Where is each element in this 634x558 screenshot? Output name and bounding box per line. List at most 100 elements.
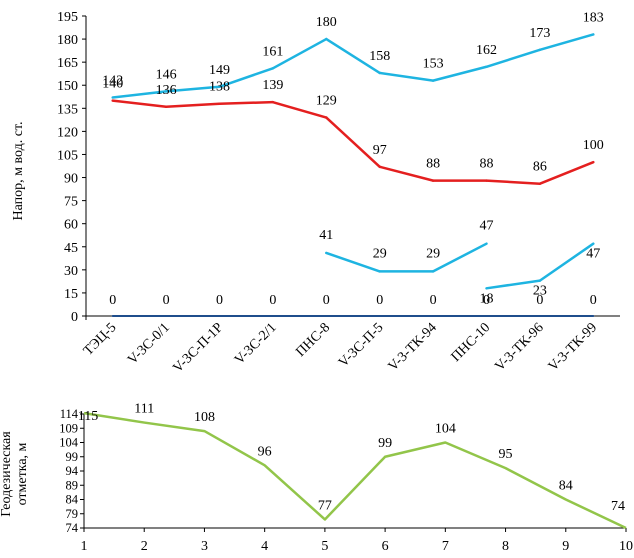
top-y-tick-label: 150 [57,79,78,94]
top-data-label: 129 [316,94,337,109]
top-y-tick-label: 15 [64,287,78,302]
top-data-label: 0 [536,293,543,308]
bottom-y-tick-label: 84 [66,493,79,507]
top-x-tick-label: V-3-ТК-99 [546,320,600,374]
top-series-0-segment [431,65,488,82]
top-x-tick-label: V-3С-0/1 [125,320,173,368]
bottom-x-tick-label: 3 [201,539,208,554]
top-data-label: 140 [102,77,123,92]
top-series-3-segment [485,279,542,290]
bottom-data-label: 96 [258,444,272,459]
top-y-tick-label: 120 [57,125,78,140]
top-data-label: 97 [373,143,387,158]
bottom-data-label: 111 [134,402,154,417]
top-series-1-segment [271,100,328,119]
bottom-data-label: 95 [499,447,513,462]
top-x-tick-label: V-3С-2/1 [232,320,280,368]
bottom-y-tick-label: 79 [66,507,79,521]
top-data-label: 162 [476,43,497,58]
top-y-tick-label: 45 [64,241,78,256]
top-y-tick-label: 195 [57,10,78,25]
bottom-y-tick-label: 99 [66,450,79,464]
top-data-label: 138 [209,80,230,95]
bottom-x-tick-label: 8 [502,539,509,554]
top-y-tick-label: 60 [64,218,78,233]
top-data-label: 0 [163,293,170,308]
top-data-label: 100 [583,138,604,153]
top-y-tick-label: 180 [57,33,78,48]
bottom-y-tick-label: 104 [59,436,79,450]
top-data-label: 29 [426,246,440,261]
top-x-tick-label: V-3С-П-5 [336,320,386,370]
top-series-1-segment [485,179,542,185]
top-data-label: 161 [262,44,283,59]
top-y-tick-label: 75 [64,195,78,210]
top-y-tick-label: 90 [64,172,78,187]
top-y-tick-label: 30 [64,264,78,279]
top-data-label: 139 [262,78,283,93]
bottom-chart-y-axis-label-line1: Геодезическая [0,431,14,517]
bottom-x-tick-label: 1 [81,539,88,554]
top-x-tick-label: ПНС-10 [449,320,494,365]
top-data-label: 146 [156,67,177,82]
top-x-tick-label: V-3С-П-1Р [170,320,226,376]
top-series-0-segment [271,37,328,70]
top-series-1-segment [325,116,381,169]
bottom-y-tick-label: 74 [66,521,79,535]
top-data-label: 86 [533,160,547,175]
top-x-tick-label: ПНС-8 [293,320,333,360]
top-data-label: 136 [156,83,177,98]
top-data-label: 88 [480,157,494,172]
bottom-data-label: 77 [318,498,332,513]
top-series-0-segment [218,67,275,89]
bottom-chart-y-axis-label-line2: отметка, м [15,442,30,505]
top-x-tick-label: ТЭЦ-5 [81,320,120,359]
top-series-0-segment [485,48,542,69]
top-data-label: 158 [369,49,390,64]
top-data-label: 41 [319,228,333,243]
bottom-data-label: 115 [78,409,98,424]
top-series-2-segment [325,251,381,273]
top-data-label: 0 [483,293,490,308]
top-series-0-segment [111,90,168,99]
top-series-0-segment [325,37,381,75]
bottom-y-tick-label: 89 [66,478,79,492]
top-data-label: 88 [426,157,440,172]
bottom-x-tick-label: 6 [382,539,389,554]
bottom-data-label: 108 [194,410,215,425]
top-y-tick-label: 135 [57,102,78,117]
bottom-series-line [83,411,627,530]
top-data-label: 142 [102,74,123,89]
bottom-x-tick-label: 7 [442,539,449,554]
bottom-x-tick-label: 10 [619,539,633,554]
top-data-label: 0 [216,293,223,308]
top-series-1-segment [218,100,275,105]
top-series-2-segment [431,242,488,273]
top-series-1-segment [378,165,435,182]
top-data-label: 149 [209,63,230,78]
top-x-tick-label: V-3-ТК-94 [386,320,440,374]
top-data-label: 0 [109,293,116,308]
top-series-0-segment [538,33,595,52]
top-chart-y-axis-label: Напор, м вод. ст. [11,121,26,220]
top-x-tick-label: V-3-ТК-96 [492,320,546,374]
top-data-label: 0 [430,293,437,308]
top-series-0-segment [378,71,435,82]
bottom-x-tick-label: 9 [562,539,569,554]
bottom-x-tick-label: 4 [261,539,268,554]
bottom-data-label: 104 [435,422,456,437]
bottom-data-label: 99 [378,436,392,451]
top-data-label: 173 [529,26,550,41]
top-data-label: 47 [586,247,600,262]
top-data-label: 180 [316,15,337,30]
top-y-tick-label: 0 [71,310,78,325]
top-series-1-segment [111,99,168,109]
bottom-y-tick-label: 109 [59,421,78,435]
top-series-1-segment [538,160,595,185]
bottom-x-tick-label: 5 [321,539,328,554]
bottom-y-tick-label: 114 [60,407,79,421]
top-y-tick-label: 165 [57,56,78,71]
